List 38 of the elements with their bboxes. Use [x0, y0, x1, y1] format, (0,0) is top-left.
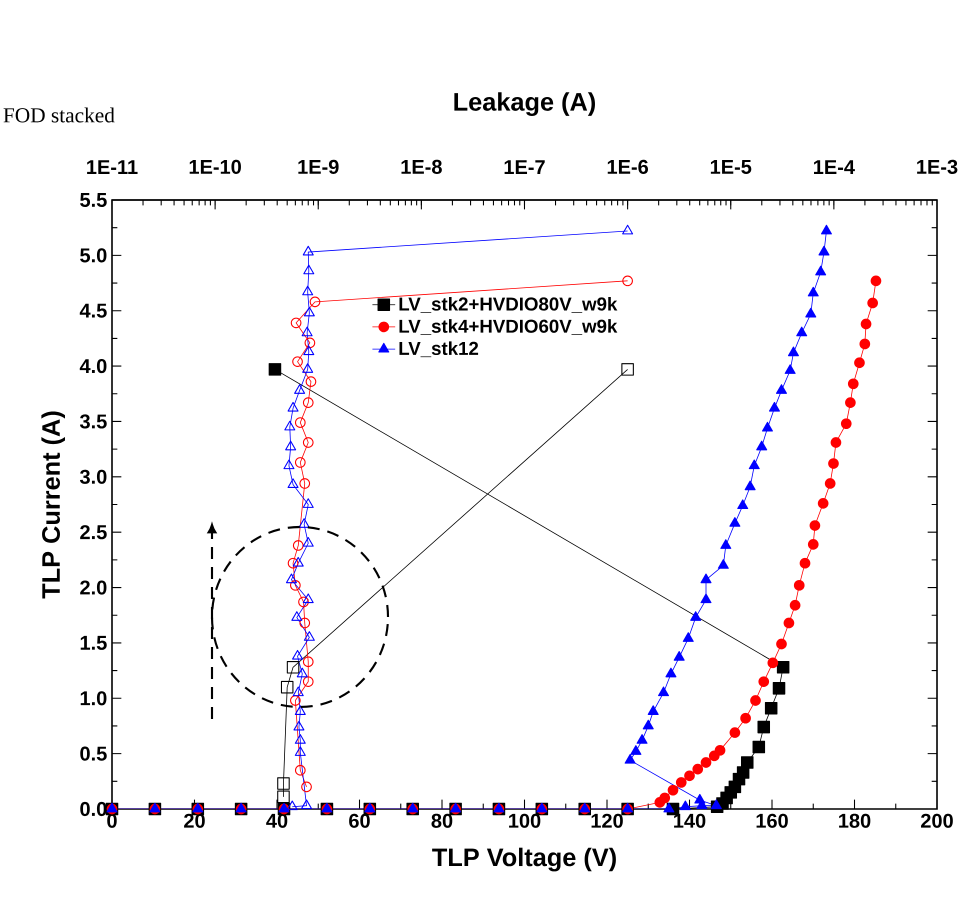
x-tick-label: 60	[349, 814, 370, 828]
x2-tick-label: 1E-4	[814, 160, 855, 174]
y-tick-label: 2.5	[80, 525, 107, 540]
y-tick-label: 4.5	[80, 304, 107, 318]
x2-tick-label: 1E-10	[190, 160, 241, 174]
x2-tick-label: 1E-8	[401, 160, 442, 174]
y-tick-label: 0.5	[80, 746, 107, 761]
y-tick-label: 5.0	[80, 248, 106, 262]
x-tick-label: 100	[509, 814, 540, 828]
legend-label: LV_stk2+HVDIO80V_w9k	[400, 296, 618, 313]
x-tick-label: 200	[921, 814, 953, 828]
y-tick-label: 2.0	[80, 580, 106, 595]
x2-tick-label: 1E-7	[504, 160, 545, 174]
x-tick-label: 40	[266, 814, 288, 828]
legend-label: LV_stk12	[400, 341, 478, 358]
x2-tick-label: 1E-6	[608, 160, 648, 174]
y-tick-label: 0.0	[80, 802, 106, 816]
x-tick-label: 20	[184, 814, 205, 828]
y-axis-title: TLP Current (A)	[41, 412, 65, 598]
x-tick-label: 160	[756, 814, 788, 828]
y-tick-label: 5.5	[80, 193, 107, 207]
x-tick-label: 180	[839, 814, 870, 828]
text: FOD stacked	[4, 107, 115, 122]
x2-tick-label: 1E-11	[87, 160, 138, 174]
x-tick-label: 120	[592, 814, 623, 828]
x2-tick-label: 1E-5	[710, 160, 752, 174]
legend-label: LV_stk4+HVDIO60V_w9k	[400, 319, 618, 335]
x-axis-title: TLP Voltage (V)	[432, 848, 616, 872]
x2-tick-label: 1E-9	[298, 160, 339, 174]
x2-tick-label: 1E-3	[917, 160, 958, 174]
y-tick-label: 3.5	[80, 414, 107, 429]
y-tick-label: 3.0	[80, 470, 106, 484]
x-tick-label: 140	[674, 814, 706, 828]
y-tick-label: 1.0	[80, 691, 106, 706]
y-tick-label: 1.5	[80, 636, 107, 650]
x2-axis-title: Leakage (A)	[454, 92, 595, 116]
x-tick-label: 80	[432, 814, 452, 828]
y-tick-label: 4.0	[80, 359, 106, 374]
